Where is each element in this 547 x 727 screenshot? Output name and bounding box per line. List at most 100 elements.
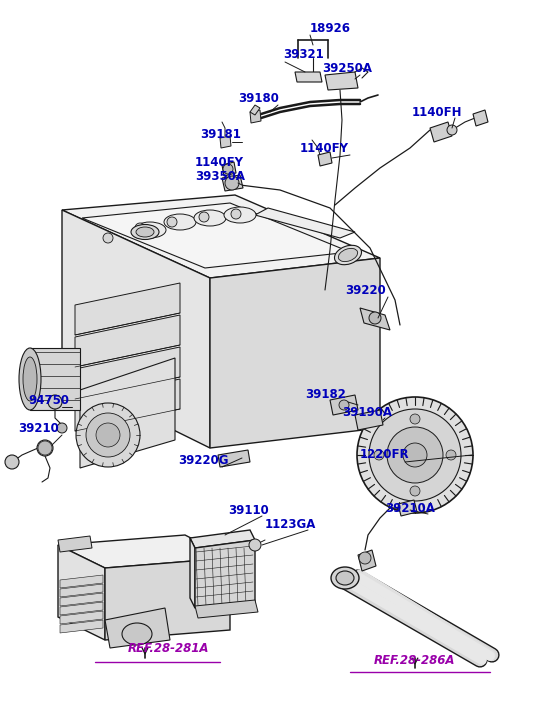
Circle shape [135,223,145,233]
Polygon shape [358,550,376,571]
Polygon shape [60,593,103,606]
Polygon shape [473,110,488,126]
Polygon shape [62,195,380,278]
Ellipse shape [19,348,41,410]
Text: 39190A: 39190A [342,406,392,419]
Polygon shape [195,540,255,608]
Circle shape [359,552,371,564]
Polygon shape [60,611,103,624]
Polygon shape [75,315,180,367]
Ellipse shape [131,225,159,239]
Circle shape [167,217,177,227]
Polygon shape [330,395,358,415]
Polygon shape [295,72,322,82]
Circle shape [410,414,420,424]
Polygon shape [30,348,80,410]
Circle shape [86,413,130,457]
Circle shape [387,427,443,483]
Circle shape [249,539,261,551]
Circle shape [199,212,209,222]
Text: 18926: 18926 [310,22,351,34]
Polygon shape [250,110,261,123]
Text: 94750: 94750 [28,393,69,406]
Circle shape [5,455,19,469]
Text: 39220G: 39220G [178,454,229,467]
Circle shape [446,450,456,460]
Polygon shape [222,175,243,191]
Text: 39181: 39181 [200,129,241,142]
Polygon shape [58,536,92,552]
Text: REF.28-281A: REF.28-281A [127,641,209,654]
Ellipse shape [134,222,166,238]
Polygon shape [60,602,103,615]
Polygon shape [58,535,230,568]
Text: 39210: 39210 [18,422,59,435]
Text: 1220FR: 1220FR [360,449,410,462]
Circle shape [231,209,241,219]
Circle shape [37,440,53,456]
Polygon shape [75,347,180,399]
Ellipse shape [164,214,196,230]
Circle shape [96,423,120,447]
Polygon shape [318,152,332,166]
Circle shape [103,233,113,243]
Polygon shape [82,203,350,268]
Polygon shape [75,379,180,431]
Polygon shape [105,608,170,648]
Polygon shape [430,122,452,142]
Polygon shape [60,575,103,588]
Circle shape [48,395,62,409]
Circle shape [357,397,473,513]
Polygon shape [350,575,490,660]
Ellipse shape [339,249,358,262]
Text: 39180: 39180 [238,92,279,105]
Polygon shape [398,500,417,516]
Text: 39220: 39220 [345,284,386,297]
Text: 39250A: 39250A [322,62,372,74]
Circle shape [76,403,140,467]
Ellipse shape [23,357,37,401]
Circle shape [403,443,427,467]
Polygon shape [210,258,380,448]
Polygon shape [75,283,180,335]
Text: 1123GA: 1123GA [265,518,316,531]
Ellipse shape [336,571,354,585]
Polygon shape [255,208,355,238]
Polygon shape [220,136,231,148]
Polygon shape [218,450,250,467]
Ellipse shape [331,567,359,589]
Ellipse shape [122,623,152,645]
Polygon shape [222,162,236,176]
Text: REF.28-286A: REF.28-286A [374,654,456,667]
Circle shape [57,423,67,433]
Text: 39110: 39110 [228,504,269,516]
Polygon shape [58,545,105,640]
Circle shape [374,450,384,460]
Polygon shape [105,558,230,640]
Polygon shape [325,72,358,90]
Polygon shape [360,308,390,330]
Ellipse shape [224,207,256,223]
Circle shape [339,400,349,410]
Polygon shape [80,358,175,468]
Text: 1140FH: 1140FH [412,105,463,119]
Polygon shape [62,210,210,448]
Polygon shape [355,410,383,430]
Ellipse shape [38,441,52,455]
Circle shape [223,164,233,174]
Circle shape [447,125,457,135]
Polygon shape [60,584,103,597]
Circle shape [225,176,239,190]
Polygon shape [60,620,103,633]
Text: 39321: 39321 [283,49,324,62]
Text: 1140FY: 1140FY [195,156,244,169]
Text: 39350A: 39350A [195,169,245,182]
Ellipse shape [136,227,154,237]
Text: 1140FY: 1140FY [300,142,349,155]
Ellipse shape [334,245,362,265]
Circle shape [369,312,381,324]
Polygon shape [190,538,195,608]
Polygon shape [190,530,255,548]
Polygon shape [250,105,260,115]
Text: 39182: 39182 [305,388,346,401]
